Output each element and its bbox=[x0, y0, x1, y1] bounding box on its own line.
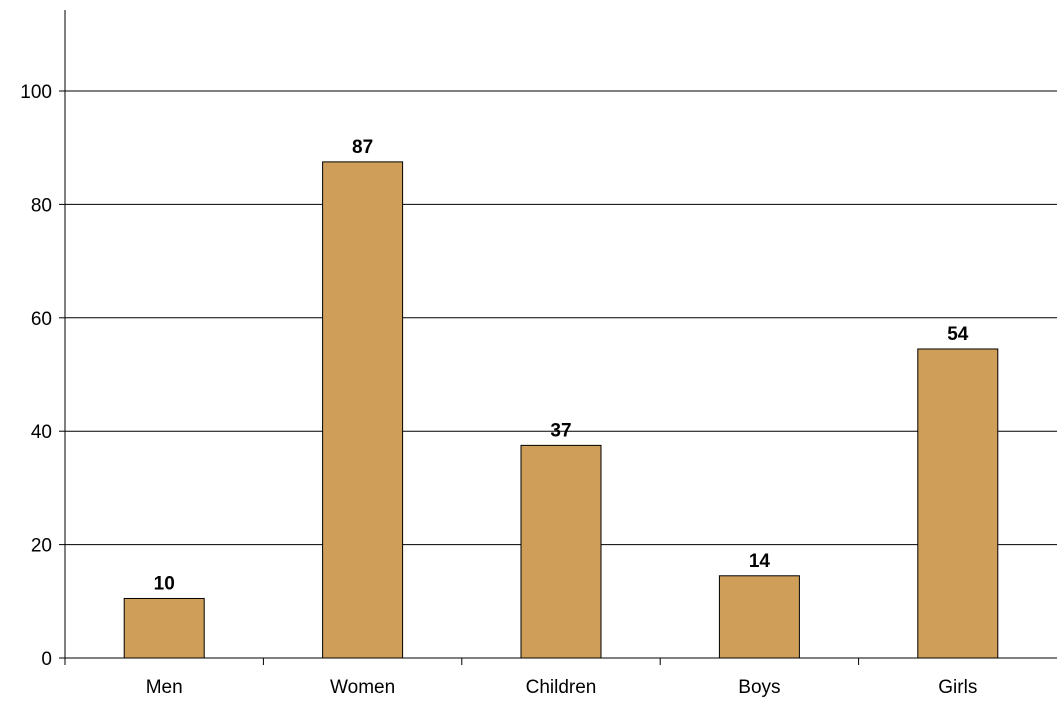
axes bbox=[59, 10, 1057, 665]
x-tick-label-children: Children bbox=[526, 677, 597, 698]
y-tick-label: 80 bbox=[31, 195, 52, 216]
y-tick-label: 100 bbox=[20, 82, 52, 103]
gridlines bbox=[65, 90, 1057, 546]
y-tick-labels: 0 20 40 60 80 100 bbox=[20, 82, 52, 670]
x-tick-label-boys: Boys bbox=[738, 677, 780, 698]
bar-boys bbox=[718, 575, 800, 659]
bar-women bbox=[322, 161, 404, 659]
x-tick-label-men: Men bbox=[146, 677, 183, 698]
y-tick-label: 60 bbox=[31, 309, 52, 330]
x-tick-label-girls: Girls bbox=[938, 677, 977, 698]
data-label-boys: 14 bbox=[749, 551, 771, 572]
data-label-women: 87 bbox=[352, 137, 373, 158]
x-tick-label-women: Women bbox=[330, 677, 395, 698]
data-label-men: 10 bbox=[154, 573, 175, 594]
bar-men bbox=[123, 597, 205, 659]
y-tick-label: 40 bbox=[31, 422, 52, 443]
data-labels: 10 87 37 14 54 bbox=[154, 137, 969, 595]
y-tick-label: 0 bbox=[41, 649, 52, 670]
x-tick-labels: Men Women Children Boys Girls bbox=[146, 677, 978, 698]
data-label-children: 37 bbox=[550, 420, 571, 441]
bar-children bbox=[520, 444, 602, 659]
y-tick-label: 20 bbox=[31, 536, 52, 557]
data-label-girls: 54 bbox=[947, 324, 969, 345]
bar-girls bbox=[917, 348, 999, 659]
bars bbox=[123, 161, 999, 659]
